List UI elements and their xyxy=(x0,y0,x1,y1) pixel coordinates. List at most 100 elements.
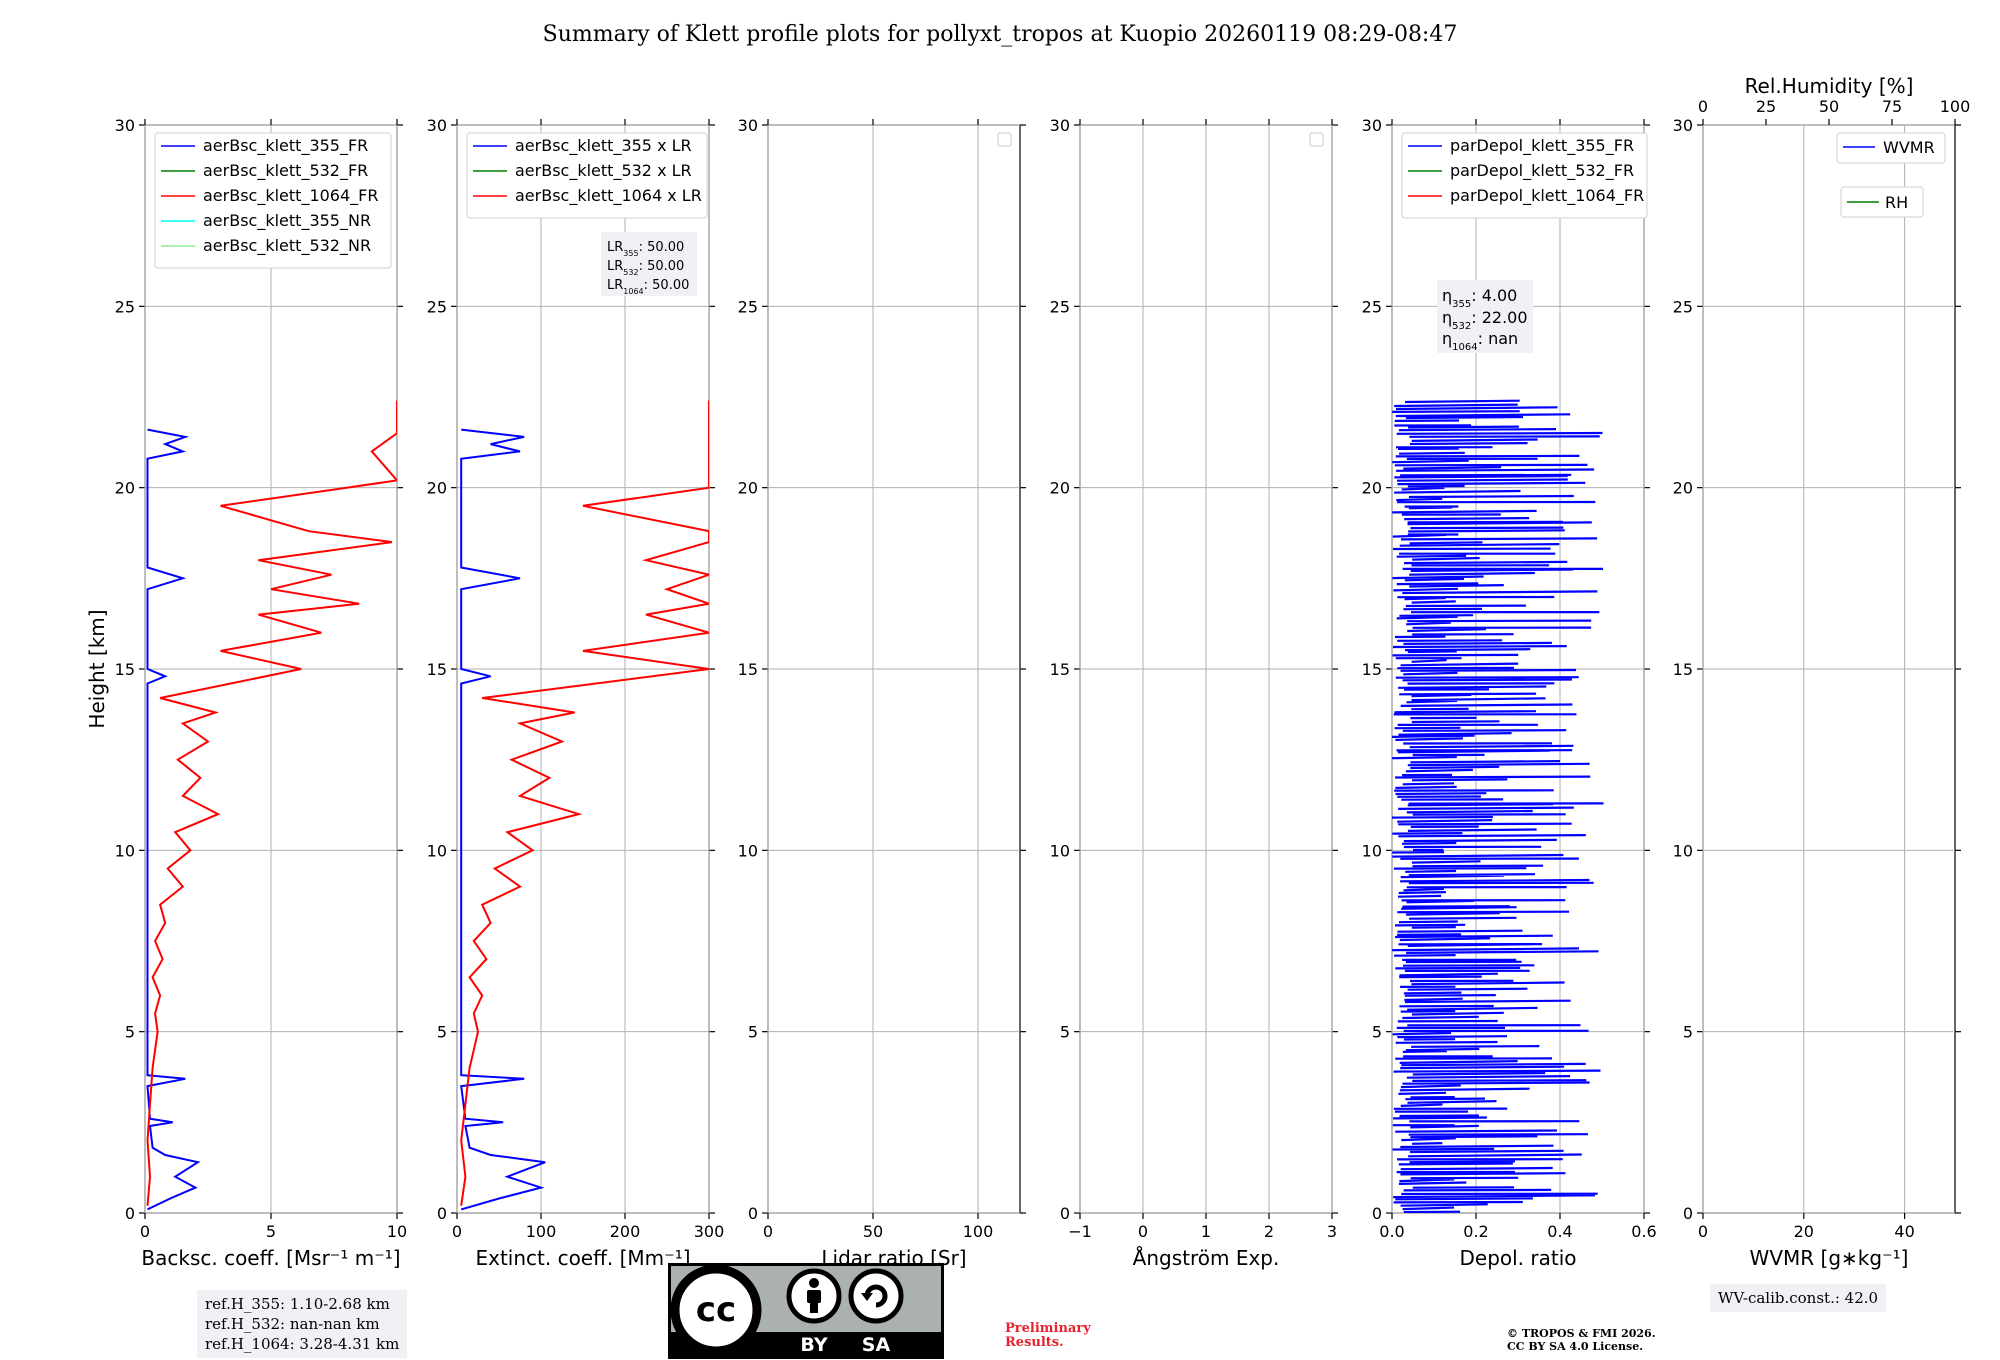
legend-entry: parDepol_klett_1064_FR xyxy=(1450,186,1644,206)
y-tick-label: 25 xyxy=(1050,297,1070,316)
panel-backscatter: 0 5 10 15 20 25 30 0 5 10 Backsc. coeff. [Msr⁻¹ m⁻… xyxy=(85,116,407,1270)
x-axis-label: Depol. ratio xyxy=(1459,1246,1576,1270)
y-tick-label: 5 xyxy=(437,1023,447,1042)
panel-depolarization: 0 5 10 15 20 25 30 0.0 0.2 0.4 0.6 Depol. ratio parD… xyxy=(1362,116,1657,1270)
preliminary-line-1: Preliminary xyxy=(1005,1321,1091,1336)
y-tick-label: 5 xyxy=(125,1023,135,1042)
x-tick-label: 200 xyxy=(610,1222,641,1241)
cc-text: cc xyxy=(696,1290,736,1330)
legend-wvmr: WVMR RH xyxy=(1836,132,1946,218)
lr1064-label: LR1064: 50.00 xyxy=(607,278,689,296)
top-x-tick-label: 50 xyxy=(1819,97,1839,116)
series-line-aerBsc_klett_355_FR xyxy=(146,428,201,1211)
legend-entry: aerBsc_klett_355 x LR xyxy=(515,136,692,156)
x-tick-label: 0 xyxy=(1138,1222,1148,1241)
y-tick-label: 20 xyxy=(1673,479,1693,498)
legend-entry: parDepol_klett_355_FR xyxy=(1450,136,1634,156)
y-tick-label: 15 xyxy=(1362,660,1382,679)
y-tick-label: 30 xyxy=(738,116,758,135)
x-tick-label: 0 xyxy=(452,1222,462,1241)
legend-backscatter: aerBsc_klett_355_FR aerBsc_klett_532_FRae… xyxy=(154,132,392,269)
empty-legend-box xyxy=(997,132,1012,147)
eta355-label: η355: 4.00 xyxy=(1442,286,1517,310)
legend-entry: WVMR xyxy=(1883,138,1935,157)
legend-entry: aerBsc_klett_532_NR xyxy=(203,236,371,256)
x-tick-label: 20 xyxy=(1794,1222,1814,1241)
sa-label: SA xyxy=(862,1334,891,1356)
x-tick-label: 3 xyxy=(1327,1222,1337,1241)
top-x-axis-label: Rel.Humidity [%] xyxy=(1745,74,1914,98)
y-tick-label: 0 xyxy=(1372,1204,1382,1223)
ref-height-355: ref.H_355: 1.10-2.68 km xyxy=(205,1295,390,1313)
x-tick-label: 100 xyxy=(963,1222,994,1241)
annotation-box xyxy=(1437,280,1533,353)
top-x-tick-label: 0 xyxy=(1698,97,1708,116)
wv-calibration-text: WV-calib.const.: 42.0 xyxy=(1718,1289,1879,1307)
y-tick-label: 15 xyxy=(1673,660,1693,679)
series-layer xyxy=(146,400,397,1211)
x-tick-label: 10 xyxy=(387,1222,407,1241)
x-axis-label: WVMR [g∗kg⁻¹] xyxy=(1750,1246,1909,1270)
y-tick-label: 15 xyxy=(427,660,447,679)
series-line-aerBsc_klett_355 x LR xyxy=(460,428,546,1211)
y-axis-label: Height [km] xyxy=(85,609,109,728)
y-tick-label: 0 xyxy=(437,1204,447,1223)
copyright-line-2: CC BY SA 4.0 License. xyxy=(1507,1340,1644,1353)
y-tick-label: 30 xyxy=(115,116,135,135)
x-tick-label: −1 xyxy=(1068,1222,1092,1241)
y-tick-label: 20 xyxy=(738,479,758,498)
cc-circle-icon xyxy=(670,1264,762,1356)
y-tick-label: 10 xyxy=(1362,841,1382,860)
top-x-tick-label: 100 xyxy=(1940,97,1971,116)
y-tick-label: 20 xyxy=(1050,479,1070,498)
y-tick-label: 5 xyxy=(748,1023,758,1042)
empty-legend-box xyxy=(1309,132,1324,147)
y-tick-label: 10 xyxy=(427,841,447,860)
wv-calibration-box: WV-calib.const.: 42.0 xyxy=(1710,1284,1887,1312)
legend-depolarization: parDepol_klett_355_FR parDepol_klett_532_… xyxy=(1401,132,1648,219)
top-x-tick-label: 25 xyxy=(1756,97,1776,116)
y-tick-label: 25 xyxy=(427,297,447,316)
preliminary-line-2: Results. xyxy=(1005,1335,1064,1350)
y-tick-label: 0 xyxy=(125,1204,135,1223)
y-tick-label: 20 xyxy=(1362,479,1382,498)
x-tick-label: 0.0 xyxy=(1379,1222,1404,1241)
legend-extinction: aerBsc_klett_355 x LR aerBsc_klett_532 x … xyxy=(466,132,708,219)
x-axis-label: Backsc. coeff. [Msr⁻¹ m⁻¹] xyxy=(141,1246,400,1270)
series-layer xyxy=(460,400,709,1211)
x-tick-label: 100 xyxy=(526,1222,557,1241)
sa-share-icon xyxy=(848,1268,904,1324)
annotation-box xyxy=(601,232,697,296)
y-tick-label: 0 xyxy=(1683,1204,1693,1223)
y-tick-label: 5 xyxy=(1683,1023,1693,1042)
y-tick-label: 10 xyxy=(738,841,758,860)
legend-entry: aerBsc_klett_355_FR xyxy=(203,136,368,156)
legend-entry: aerBsc_klett_532 x LR xyxy=(515,161,692,181)
series-line-aerBsc_klett_1064_FR xyxy=(146,400,397,1206)
ref-height-532: ref.H_532: nan-nan km xyxy=(205,1315,380,1333)
legend-box xyxy=(466,132,708,219)
x-tick-label: 0 xyxy=(140,1222,150,1241)
x-axis-label: Ångström Exp. xyxy=(1133,1246,1280,1270)
preliminary-results-note: Preliminary Results. xyxy=(1005,1322,1091,1350)
y-tick-label: 30 xyxy=(1673,116,1693,135)
eta1064-label: η1064: nan xyxy=(1442,329,1518,353)
top-x-tick-label: 75 xyxy=(1882,97,1902,116)
legend-box xyxy=(154,132,392,269)
x-tick-label: 300 xyxy=(694,1222,725,1241)
y-tick-label: 10 xyxy=(115,841,135,860)
x-tick-label: 1 xyxy=(1201,1222,1211,1241)
x-tick-label: 0 xyxy=(763,1222,773,1241)
y-tick-label: 30 xyxy=(427,116,447,135)
y-tick-label: 25 xyxy=(1362,297,1382,316)
y-tick-label: 20 xyxy=(115,479,135,498)
y-tick-label: 25 xyxy=(115,297,135,316)
legend-entry: aerBsc_klett_1064_FR xyxy=(203,186,378,206)
by-label: BY xyxy=(800,1334,827,1356)
y-tick-label: 0 xyxy=(748,1204,758,1223)
reference-height-box: ref.H_355: 1.10-2.68 km ref.H_532: nan-n… xyxy=(197,1290,408,1358)
copyright-note: © TROPOS & FMI 2026. CC BY SA 4.0 Licens… xyxy=(1507,1327,1656,1353)
